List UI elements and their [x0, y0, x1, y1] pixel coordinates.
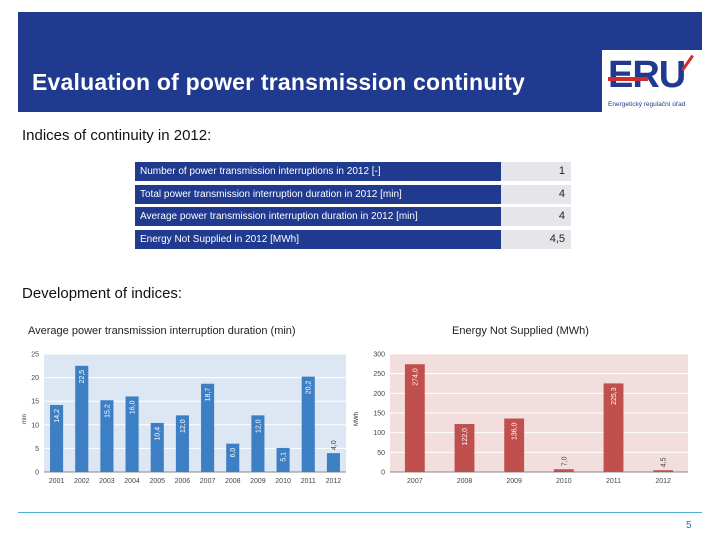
footer-divider: [18, 512, 702, 513]
bar: [504, 418, 525, 472]
x-tick-label: 2006: [175, 478, 191, 485]
bar: [150, 422, 164, 472]
y-tick-label: 50: [377, 450, 385, 457]
x-tick-label: 2010: [556, 478, 572, 485]
plot-area: [44, 354, 346, 472]
bar: [454, 424, 475, 472]
y-tick-label: 5: [35, 446, 39, 453]
x-tick-label: 2012: [655, 478, 671, 485]
y-axis-label: min: [22, 414, 28, 424]
y-tick-label: 200: [373, 391, 385, 398]
x-tick-label: 2010: [275, 478, 291, 485]
row-label: Number of power transmission interruptio…: [135, 162, 501, 181]
y-tick-label: 0: [381, 470, 385, 477]
y-tick-label: 0: [35, 470, 39, 477]
ens-chart-title: Energy Not Supplied (MWh): [452, 325, 589, 337]
x-tick-label: 2005: [149, 478, 165, 485]
bar: [603, 383, 624, 472]
data-label: 5,1: [281, 452, 288, 462]
data-label: 4,5: [661, 457, 668, 467]
interruption-chart-title: Average power transmission interruption …: [28, 325, 296, 337]
data-label: 122,0: [462, 428, 469, 446]
bar: [50, 404, 64, 472]
bar: [276, 447, 290, 472]
bar: [226, 443, 240, 472]
row-value: 4,5: [501, 229, 571, 249]
bar: [404, 364, 425, 472]
eru-logo: ERU Energetický regulační úřad: [602, 50, 706, 114]
y-tick-label: 250: [373, 371, 385, 378]
bar: [201, 383, 215, 472]
y-tick-label: 150: [373, 411, 385, 418]
bar: [75, 365, 89, 472]
x-tick-label: 2004: [124, 478, 140, 485]
y-tick-label: 15: [31, 399, 39, 406]
y-tick-label: 10: [31, 422, 39, 429]
continuity-heading: Indices of continuity in 2012:: [22, 127, 212, 144]
row-label: Average power transmission interruption …: [135, 207, 501, 226]
row-value: 4: [501, 207, 571, 226]
data-label: 274,0: [412, 368, 419, 386]
data-label: 225,3: [611, 387, 618, 405]
data-label: 14,2: [54, 409, 61, 423]
row-value: 4: [501, 184, 571, 204]
x-tick-label: 2007: [200, 478, 216, 485]
x-tick-label: 2007: [407, 478, 423, 485]
data-label: 12,0: [180, 419, 187, 433]
indices-table: Number of power transmission interruptio…: [135, 161, 571, 251]
y-tick-label: 20: [31, 375, 39, 382]
data-label: 18,7: [205, 388, 212, 402]
x-tick-label: 2008: [225, 478, 241, 485]
logo-red-bar: [608, 77, 648, 81]
y-tick-label: 25: [31, 352, 39, 359]
data-label: 20,2: [306, 381, 313, 395]
data-label: 6,0: [230, 448, 237, 458]
x-tick-label: 2012: [326, 478, 342, 485]
logo-tagline: Energetický regulační úřad: [608, 101, 686, 108]
page-number: 5: [686, 520, 692, 531]
bar: [653, 470, 674, 472]
data-label: 15,2: [104, 404, 111, 418]
slide-title: Evaluation of power transmission continu…: [32, 69, 525, 95]
bar: [100, 400, 114, 472]
logo-word: ERU: [608, 54, 686, 96]
data-label: 4,0: [331, 440, 338, 450]
table-row: Total power transmission interruption du…: [135, 184, 571, 207]
table-row: Energy Not Supplied in 2012 [MWh] 4,5: [135, 229, 571, 252]
x-tick-label: 2009: [250, 478, 266, 485]
x-tick-label: 2001: [49, 478, 65, 485]
data-label: 7,0: [561, 456, 568, 466]
bar: [326, 453, 340, 472]
data-label: 16,0: [130, 400, 137, 414]
x-tick-label: 2009: [506, 478, 522, 485]
bar: [301, 376, 315, 472]
row-label: Energy Not Supplied in 2012 [MWh]: [135, 229, 501, 249]
x-tick-label: 2011: [301, 478, 316, 485]
y-axis-label: MWh: [354, 412, 360, 426]
x-tick-label: 2011: [606, 478, 621, 485]
table-row: Number of power transmission interruptio…: [135, 161, 571, 184]
bar: [553, 469, 574, 472]
x-tick-label: 2002: [74, 478, 90, 485]
x-tick-label: 2008: [457, 478, 473, 485]
development-heading: Development of indices:: [22, 285, 183, 302]
bar: [175, 415, 189, 472]
interruption-duration-chart: 0 5 10 15 20 25 min 2001 14,2 2002 22,5 2003 15,2 200…: [22, 352, 346, 485]
bar: [125, 396, 139, 472]
y-tick-label: 100: [373, 430, 385, 437]
row-label: Total power transmission interruption du…: [135, 184, 501, 204]
y-tick-label: 300: [373, 352, 385, 359]
data-label: 22,5: [79, 370, 86, 384]
data-label: 12,0: [255, 419, 262, 433]
row-value: 1: [501, 162, 571, 181]
data-label: 10,4: [155, 427, 162, 441]
bar: [251, 415, 265, 472]
x-tick-label: 2003: [99, 478, 115, 485]
data-label: 136,0: [512, 422, 519, 440]
energy-not-supplied-chart: 0 50 100 150 200 250 300 MWh 2007 274,0 2008 122,0 2…: [354, 352, 688, 485]
table-row: Average power transmission interruption …: [135, 206, 571, 229]
slide-header: Evaluation of power transmission continu…: [18, 12, 706, 114]
